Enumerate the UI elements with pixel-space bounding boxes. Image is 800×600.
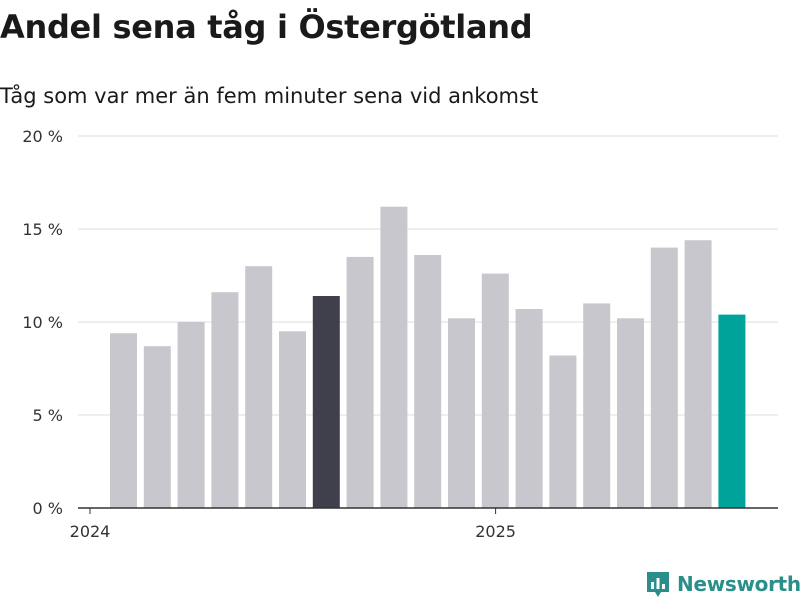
y-tick-label: 0 % [33, 499, 63, 518]
bar [143, 346, 171, 508]
bar [211, 292, 239, 508]
x-axis [78, 507, 778, 514]
bar [312, 296, 340, 508]
bar [515, 309, 543, 508]
bar [684, 240, 712, 508]
newsworthy-logo-icon [647, 572, 669, 597]
bar [448, 318, 475, 508]
bar [177, 322, 205, 508]
bar [549, 355, 577, 508]
y-tick-label: 10 % [22, 313, 63, 332]
y-axis-labels: 0 % 5 % 10 % 15 % 20 % [22, 127, 63, 518]
y-tick-label: 15 % [22, 220, 63, 239]
x-tick-label: 2025 [475, 522, 516, 541]
bar [414, 255, 442, 508]
y-tick-label: 20 % [22, 127, 63, 146]
newsworthy-logo: Newsworthy [645, 570, 800, 598]
bar [245, 266, 273, 508]
bar [380, 206, 408, 508]
bar [718, 314, 746, 508]
bars [110, 206, 746, 508]
bar [617, 318, 644, 508]
y-tick-label: 5 % [33, 406, 63, 425]
bar [110, 333, 137, 508]
x-tick-label: 2024 [70, 522, 111, 541]
bar [346, 256, 374, 508]
chart-subtitle: Tåg som var mer än fem minuter sena vid … [0, 84, 539, 108]
chart-title: Andel sena tåg i Östergötland [0, 8, 533, 46]
bar [650, 247, 678, 508]
x-axis-labels: 2024 2025 [70, 522, 516, 541]
bar [481, 273, 509, 508]
bar [583, 303, 611, 508]
bar [279, 331, 306, 508]
brand-name: Newsworthy [677, 572, 800, 596]
